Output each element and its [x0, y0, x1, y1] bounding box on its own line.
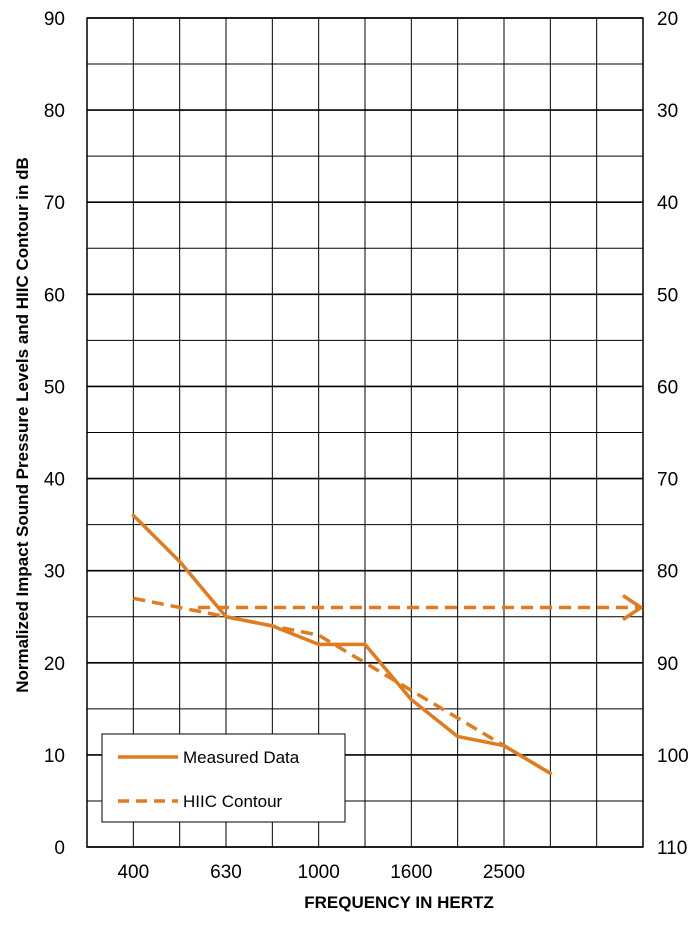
x-tick-label: 2500	[483, 862, 525, 883]
series-line-hiic-contour	[132, 596, 552, 775]
secondary-y-tick-label: 20	[657, 9, 678, 30]
secondary-y-tick-label: 80	[657, 562, 678, 583]
secondary-y-tick-label: 30	[657, 101, 678, 122]
y-axis-title: Normalized Impact Sound Pressure Levels …	[13, 157, 32, 693]
secondary-y-tick-label: 70	[657, 470, 678, 491]
plot-frame	[86, 17, 644, 848]
series-arrowhead-hiic-contour	[622, 594, 643, 621]
y-tick-label: 20	[44, 654, 65, 675]
secondary-y-tick-label: 90	[657, 654, 678, 675]
legend-label-measured-data: Measured Data	[183, 748, 300, 767]
legend-label-hiic-contour: HIIC Contour	[183, 792, 283, 811]
y-tick-label: 30	[44, 562, 65, 583]
x-axis-title: FREQUENCY IN HERTZ	[304, 893, 494, 912]
y-tick-label: 40	[44, 470, 65, 491]
x-tick-label: 400	[117, 862, 149, 883]
y-tick-label: 70	[44, 193, 65, 214]
legend: Measured Data HIIC Contour	[101, 733, 346, 823]
secondary-y-axis-ticks: 110 100 90 80 70 60 50 40 30 20	[657, 9, 689, 859]
y-tick-label: 80	[44, 101, 65, 122]
y-axis-ticks: 0 10 20 30 40 50 60 70 80 90	[44, 9, 65, 859]
x-tick-label: 1000	[298, 862, 340, 883]
x-tick-label: 1600	[390, 862, 432, 883]
secondary-y-tick-label: 100	[657, 746, 689, 767]
y-tick-label: 50	[44, 377, 65, 398]
y-tick-label: 60	[44, 285, 65, 306]
y-tick-label: 0	[54, 838, 65, 859]
secondary-y-tick-label: 60	[657, 377, 678, 398]
series-layer	[131, 513, 643, 776]
series-line-measured-data	[131, 513, 553, 776]
x-tick-label: 630	[210, 862, 242, 883]
legend-box	[101, 733, 346, 823]
grid	[86, 17, 644, 848]
secondary-y-tick-label: 50	[657, 285, 678, 306]
secondary-y-tick-label: 40	[657, 193, 678, 214]
x-axis-ticks: 400 630 1000 1600 2500	[117, 862, 525, 883]
y-tick-label: 90	[44, 9, 65, 30]
y-tick-label: 10	[44, 746, 65, 767]
secondary-y-tick-label: 110	[657, 838, 687, 859]
